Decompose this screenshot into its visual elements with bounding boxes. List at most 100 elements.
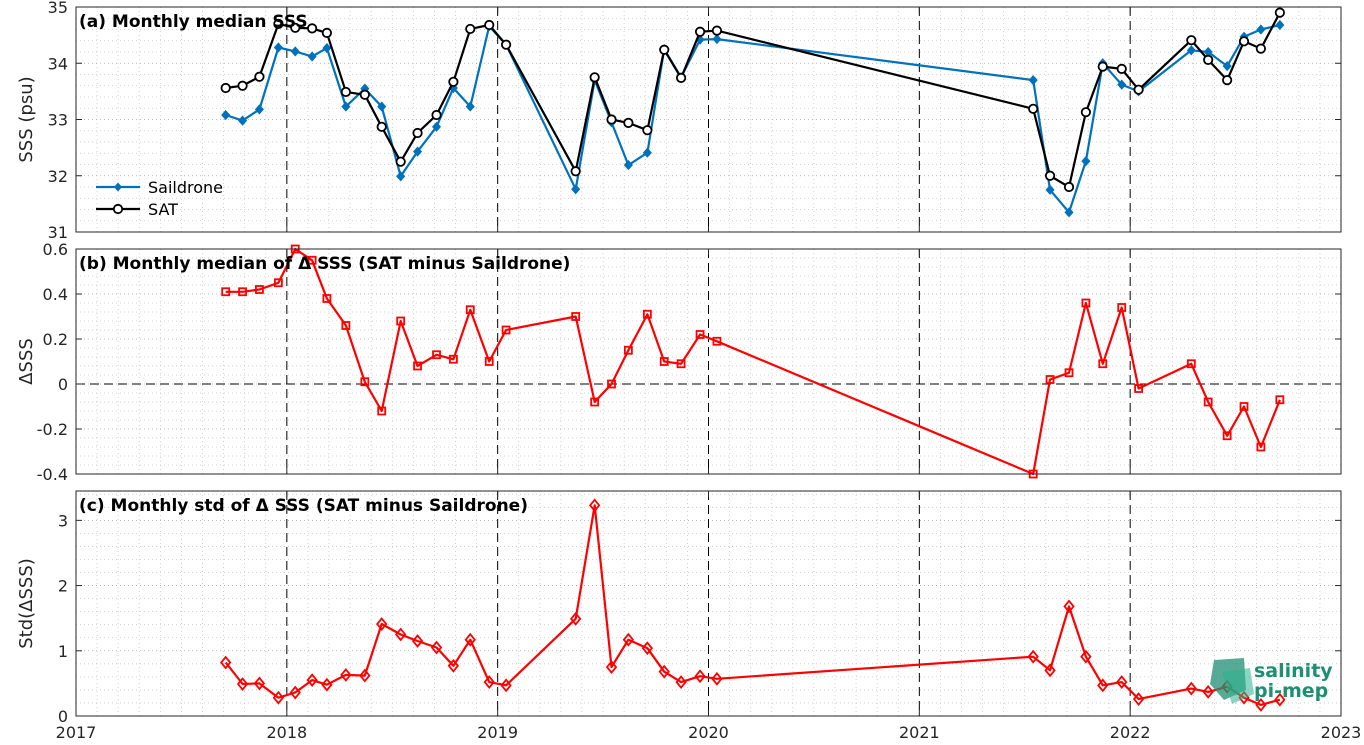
panel-c-data-point [220,655,232,670]
panel-b-data-point [695,330,705,339]
panel-b-y-tick-label: 0.6 [43,240,68,259]
panel-c-data-point [641,641,654,656]
panel-b-axes-frame [75,248,1342,475]
panel-b-data-point [1045,375,1055,384]
panel-c-y-tick-label: 0 [58,707,68,726]
panel-c-data-point [570,611,582,626]
panel-a-data-point [1063,181,1075,193]
panel-a-data-point [322,42,332,54]
panel-b-data-point [501,325,511,335]
panel-a-data-point [237,80,248,91]
panel-a-data-point [413,146,423,157]
panel-c-data-point [340,667,352,682]
panel-a-data-point [1045,184,1055,195]
panel-c-data-point [500,678,512,693]
panel-c-data-point [1274,692,1286,707]
legend-label-1: SAT [148,200,178,219]
panel-c-data-point [1185,681,1197,696]
panel-b-data-point [448,354,458,364]
panel-b-data-point [1186,359,1196,369]
panel-b-data-point [1239,402,1249,411]
panel-a-data-point [570,166,581,177]
panel-c-y-tick-label: 3 [58,511,68,530]
panel-a-data-point [1186,35,1197,46]
panel-c-data-point [605,660,618,675]
panel-a-data-point [606,114,617,125]
panel-b-data-point [1081,298,1091,308]
panel-a-data-point [1222,75,1233,86]
panel-a-data-point [254,104,264,115]
panel-a-data-point [340,86,351,98]
panel-a-data-point [1186,45,1196,56]
panel-c-data-point [253,676,266,691]
panel-c-data-point [1132,692,1145,706]
panel-c-data-point [1080,649,1092,664]
panel-a-data-point [1097,61,1108,72]
panel-a-title: (a) Monthly median SSS [79,12,308,32]
panel-b-y-tick-label: 0.2 [43,330,68,349]
panel-b-data-point [221,287,231,297]
panel-a-data-point [623,159,633,171]
logo-text-salinity: salinity [1254,660,1333,682]
panel-a-data-point [1222,60,1232,72]
panel-c-data-point [1202,684,1214,699]
panel-c-y-tick-label: 2 [58,577,68,596]
panel-a-data-point [1203,54,1214,65]
panel-a-data-point [659,44,670,55]
panel-a-data-point [290,46,300,57]
panel-a-data-point [1238,36,1250,47]
panel-c-data-point [411,634,424,648]
panel-c-x-tick-label: 2021 [899,723,940,742]
panel-a-data-point [1116,63,1127,74]
panel-c-data-point [236,677,249,691]
panel-a-data-point [220,82,231,94]
panel-b-data-point [590,397,600,407]
panel-c-data-point [675,675,687,690]
panel-c-data-point [622,632,635,647]
panel-c-data-point [359,668,371,683]
panel-a-data-point [694,26,706,37]
panel-b-y-axis-label: ΔSSS [16,338,37,385]
panel-b-data-point [712,336,722,346]
panel-b-data-point [571,312,581,321]
panel-c-x-tick-label: 2023 [1321,723,1362,742]
panel-b-data-point [432,350,441,360]
panel-c-x-tick-label: 2022 [1110,723,1151,742]
panel-b-data-point [1134,384,1143,393]
legend-marker-1 [112,203,124,215]
logo-shape [1222,668,1254,704]
panel-b-data-point [484,357,494,366]
panel-c-x-tick-label: 2019 [477,723,518,742]
panel-a-data-point [290,22,301,33]
panel-a-data-point [1117,79,1127,90]
panel-b-y-tick-label: 0.4 [43,285,68,304]
panel-c-data-point [694,669,706,684]
panel-a-data-point [1274,7,1285,18]
panel-b-data-point [255,285,264,294]
panel-b-data-point [360,377,370,387]
panel-b-data-point [607,379,616,389]
legend-label-0: Saildrone [148,178,223,197]
panel-b-y-tick-label: -0.2 [37,420,68,439]
panel-c-data-point [376,617,388,631]
panel-c-title: (c) Monthly std of Δ SSS (SAT minus Sail… [79,496,528,516]
panel-a-data-point [273,42,283,53]
panel-a-data-point [238,115,248,126]
panel-c-x-tick-label: 2017 [56,723,97,742]
panel-b-data-point [1098,359,1108,369]
panel-c-data-point [1255,697,1267,712]
panel-a-data-point [642,125,653,136]
panel-c-data-point [483,675,495,690]
panel-a-data-point [500,39,512,50]
panel-a-series-1 [220,7,1285,193]
panel-a-data-point [589,72,600,83]
panel-a-data-point [675,72,687,83]
panel-c-y-axis-label: Std(ΔSSS) [16,558,37,649]
panel-a-legend: Saildrone SAT [96,178,223,219]
panel-a-data-point [307,51,317,62]
panel-a-data-point [341,101,351,112]
panel-a-data-point [465,23,476,35]
panel-c-data-point [306,673,318,688]
panel-a-axes-frame [75,6,1342,233]
panel-b-data-point [322,294,332,303]
